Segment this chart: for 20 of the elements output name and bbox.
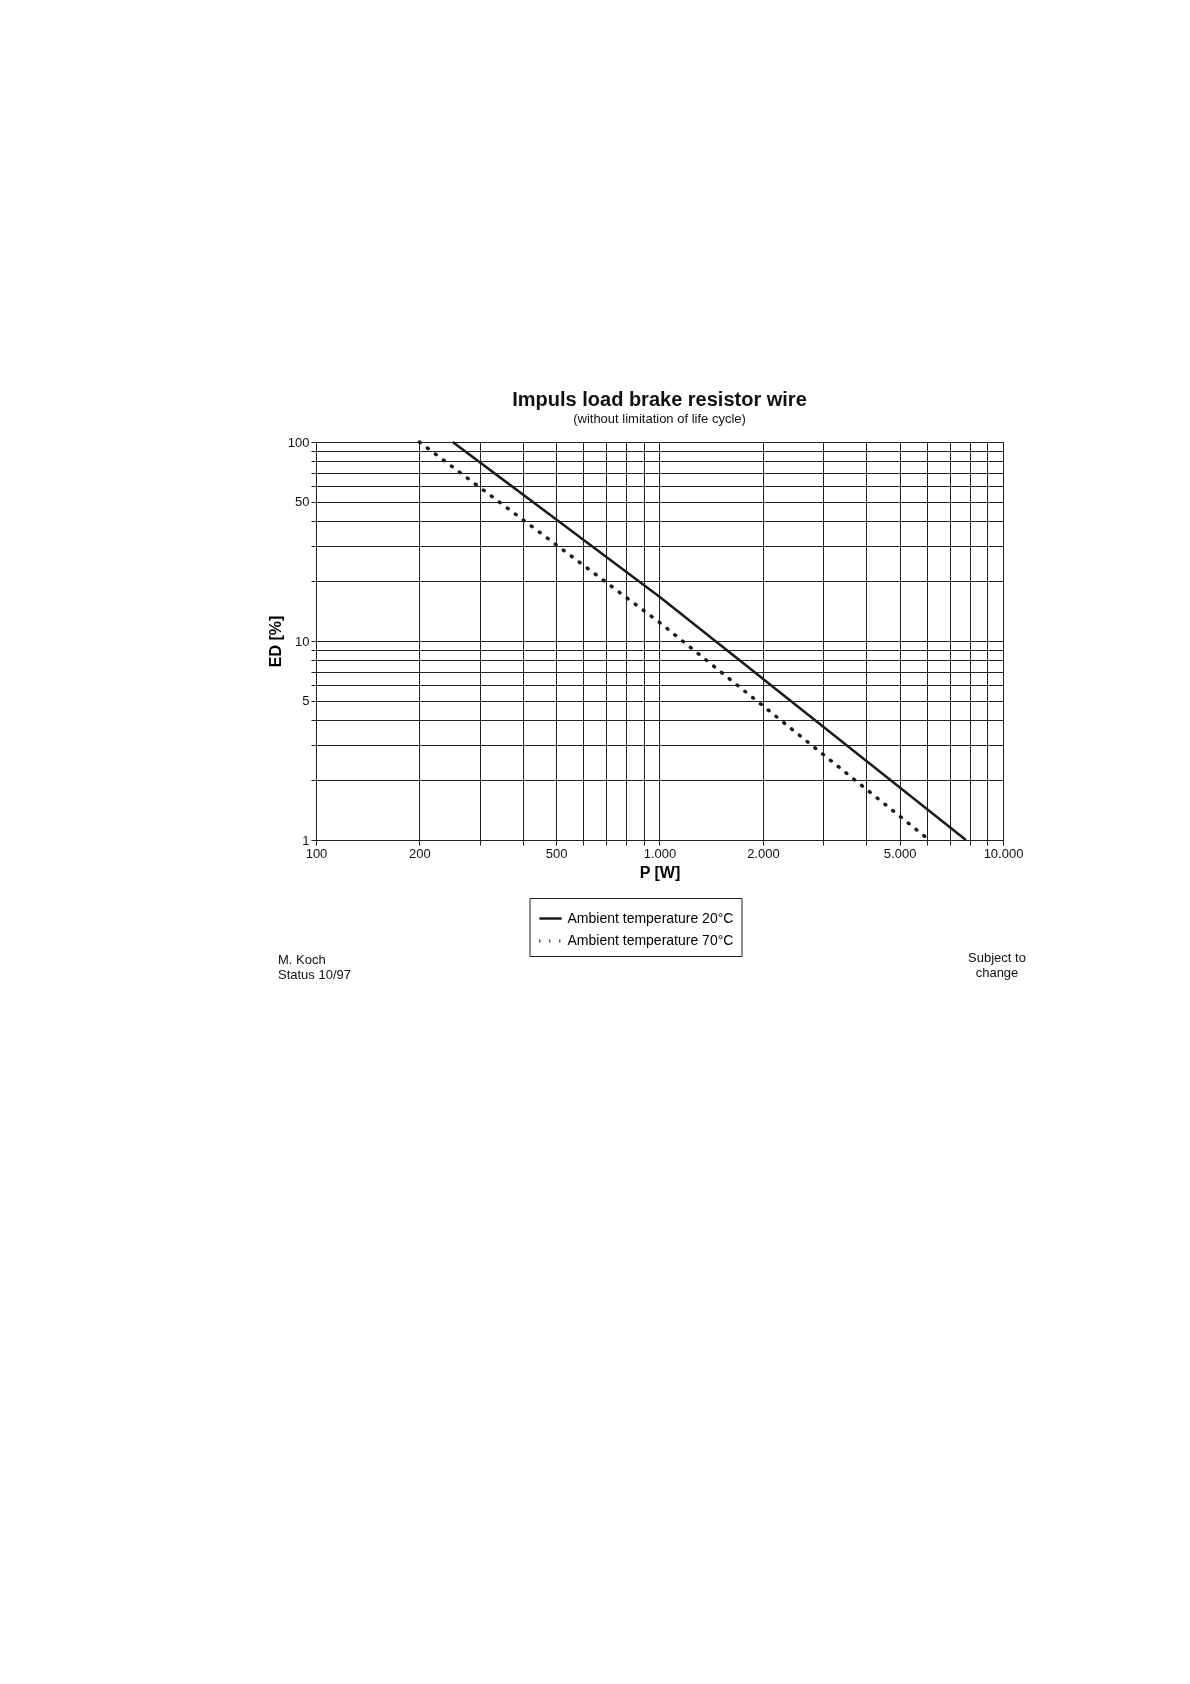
text: M. Koch [278,952,327,967]
x-tick-label: 10.000 [983,845,1024,861]
y-tick-label: 100 [287,434,310,450]
y-tick-label: 5 [302,693,310,709]
legend-label: Ambient temperature 20°C [567,909,734,926]
x-axis-title: P [W] [639,863,681,881]
text: Subject to change [967,950,1027,980]
text: Status 10/97 [278,967,351,982]
y-tick-label: 1 [302,832,310,848]
x-tick-label: 200 [409,845,431,861]
x-tick-label: 500 [545,845,568,861]
x-tick-label: 5.000 [883,845,917,861]
x-tick-label: 2.000 [747,845,780,861]
y-tick-label: 50 [295,494,310,510]
x-tick-label: 1.000 [643,845,677,861]
chart-subtitle: (without limitation of life cycle) [573,411,746,426]
y-axis-title: ED [%] [266,615,284,668]
chart-title: Impuls load brake resistor wire [512,388,807,410]
y-tick-label: 10 [295,633,310,649]
legend-label: Ambient temperature 70°C [567,932,734,948]
